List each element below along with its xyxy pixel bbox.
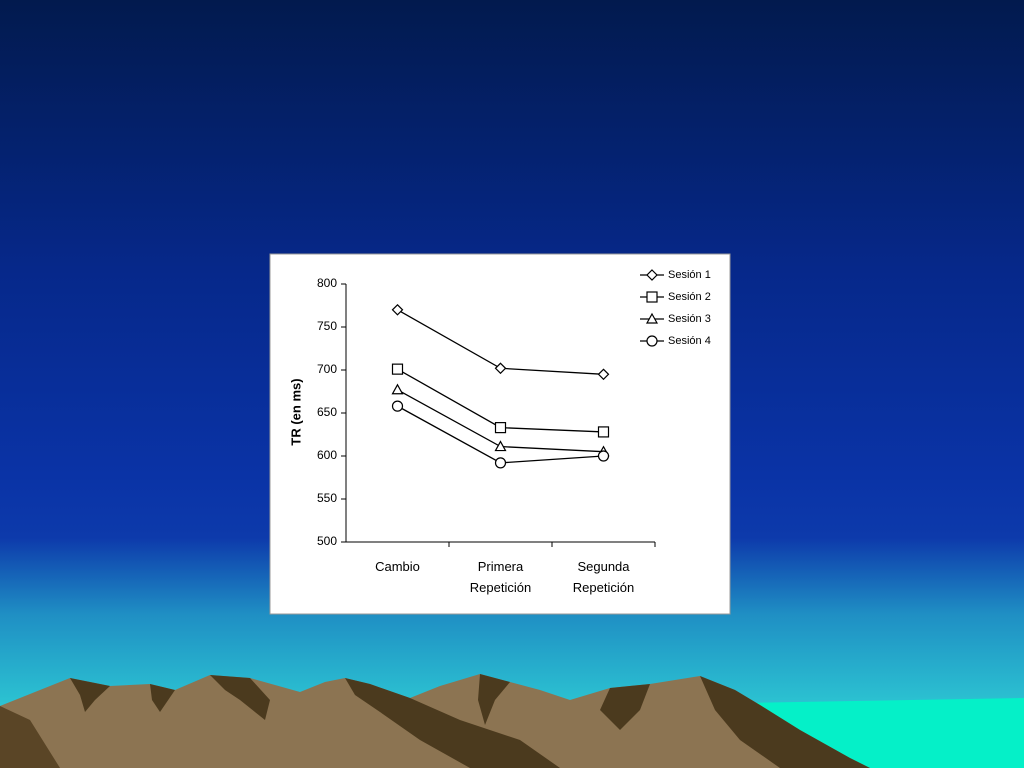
marker	[391, 303, 404, 316]
marker	[391, 363, 404, 375]
y-tick-label: 500	[317, 534, 337, 548]
marker	[494, 362, 507, 375]
legend-marker	[645, 312, 659, 324]
legend-label: Sesión 4	[668, 335, 711, 347]
y-axis-label: TR (en ms)	[288, 378, 303, 445]
marker	[391, 400, 404, 412]
y-tick-label: 650	[317, 405, 337, 419]
marker	[494, 457, 507, 469]
mountain-shade	[345, 678, 560, 768]
y-tick-label: 600	[317, 448, 337, 462]
legend-label: Sesión 1	[668, 269, 711, 281]
mountain-shade	[70, 678, 110, 712]
y-tick-label: 700	[317, 362, 337, 376]
marker	[494, 440, 507, 452]
y-tick-label: 750	[317, 319, 337, 333]
mountain-shade	[478, 674, 510, 725]
y-tick-label: 550	[317, 491, 337, 505]
marker	[597, 450, 610, 462]
x-tick-label: Primera Repetición	[469, 559, 532, 595]
marker	[391, 383, 404, 395]
chart-panel	[269, 253, 731, 615]
marker	[494, 422, 507, 434]
legend-marker	[646, 335, 658, 347]
legend-marker	[646, 269, 658, 281]
mountain-shade	[0, 706, 60, 768]
mountain-shade	[150, 684, 175, 712]
mountain-shade	[210, 675, 270, 720]
legend-label: Sesión 3	[668, 313, 711, 325]
legend-marker	[646, 291, 658, 303]
legend-label: Sesión 2	[668, 291, 711, 303]
marker	[597, 426, 610, 438]
y-tick-label: 800	[317, 276, 337, 290]
x-tick-label: Cambio	[375, 559, 420, 574]
mountain-shade	[700, 676, 870, 768]
marker	[597, 368, 610, 381]
mountain-shade	[600, 684, 650, 730]
x-tick-label: Segunda Repetición	[572, 559, 635, 595]
